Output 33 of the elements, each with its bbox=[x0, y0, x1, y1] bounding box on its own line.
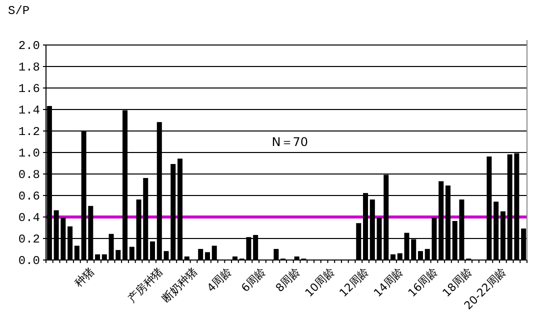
x-tick-label: 12周龄 bbox=[336, 264, 372, 300]
y-tick-label: 1.0 bbox=[18, 146, 40, 160]
bar bbox=[198, 248, 204, 260]
bar bbox=[274, 248, 279, 260]
y-tick-label: 0.4 bbox=[18, 211, 40, 225]
y-tick-label: 1.4 bbox=[18, 104, 40, 118]
bar bbox=[232, 256, 238, 260]
x-tick-label: 种猪 bbox=[72, 264, 97, 290]
y-tick-label: 0.6 bbox=[18, 190, 40, 204]
x-tick-label: 8周龄 bbox=[273, 264, 303, 295]
y-tick-label: 0.0 bbox=[18, 254, 40, 268]
x-tick-label: 6周龄 bbox=[238, 264, 269, 295]
y-tick-label: 1.6 bbox=[18, 82, 40, 96]
annotation: N＝70 bbox=[272, 134, 308, 149]
y-tick-label: 1.8 bbox=[18, 60, 40, 74]
bar bbox=[184, 256, 190, 260]
y-tick-label: 1.2 bbox=[18, 125, 40, 139]
y-tick-label: 0.2 bbox=[18, 232, 40, 246]
bar bbox=[74, 246, 80, 260]
y-axis-title: S/P bbox=[8, 4, 30, 18]
bar bbox=[212, 246, 217, 260]
bar bbox=[418, 251, 423, 260]
x-tick-label: 16周龄 bbox=[406, 264, 440, 300]
bar bbox=[390, 254, 396, 260]
x-tick-label: 14周龄 bbox=[371, 264, 406, 300]
x-tick-label: 4周龄 bbox=[204, 264, 234, 295]
bar bbox=[150, 241, 156, 260]
bar bbox=[204, 252, 210, 260]
y-tick-label: 0.8 bbox=[18, 168, 40, 182]
x-tick-label: 10周龄 bbox=[302, 264, 338, 300]
bar bbox=[102, 254, 107, 260]
bar bbox=[95, 254, 100, 260]
y-tick-label: 2.0 bbox=[18, 39, 40, 53]
